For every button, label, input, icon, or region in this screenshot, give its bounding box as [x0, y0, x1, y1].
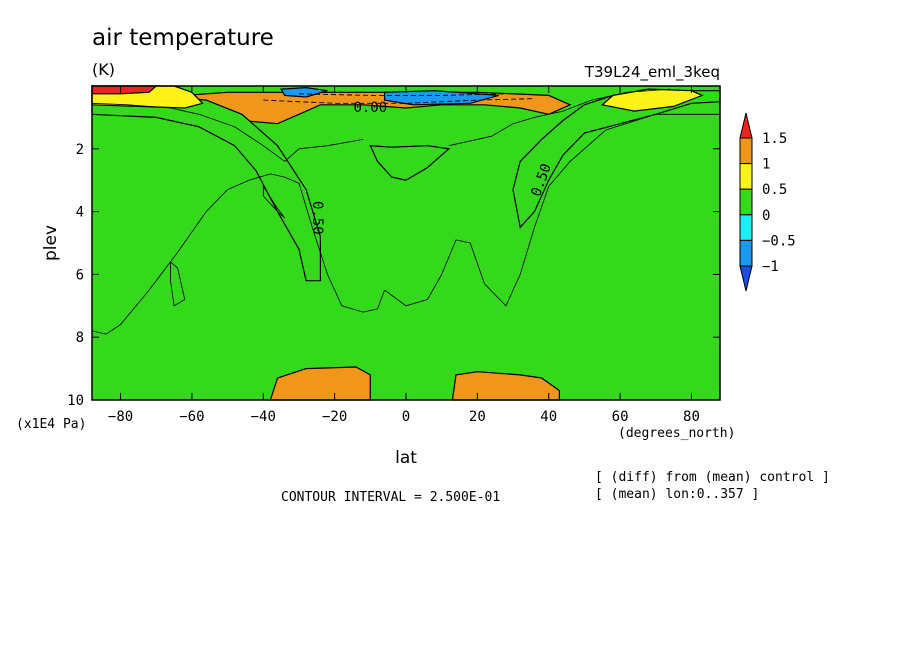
contour-line-0.75-south-loop	[262, 185, 286, 219]
plot-background	[92, 86, 720, 400]
contour-label: 0.50	[309, 201, 325, 235]
colorbar-level-label: 0	[762, 208, 770, 224]
colorbar-segment	[739, 239, 753, 267]
contour-line-0.25-south	[91, 173, 385, 335]
contour-line-0.25-center	[384, 113, 720, 307]
colorbar-level-label: −0.5	[762, 233, 796, 249]
y-axis-ticks: 2 4 6 8 10	[67, 142, 720, 409]
x-axis-ticks: −80 −60 −40 −20 0 20 40 60 80	[108, 86, 700, 425]
note-diff-from-control: [ (diff) from (mean) control ]	[595, 470, 830, 485]
region-blue-top-center	[384, 90, 499, 106]
chart-units: (K)	[92, 60, 115, 79]
colorbar-extend-top	[739, 112, 753, 139]
chart-title: air temperature	[92, 25, 274, 51]
x-tick-label: 80	[683, 409, 700, 425]
y-tick-label: 10	[67, 393, 84, 409]
colorbar-level-label: 1	[762, 157, 770, 173]
y-axis-label: plev	[41, 225, 61, 261]
x-axis-units: (degrees_north)	[618, 426, 735, 441]
region-red-south	[91, 85, 158, 95]
x-tick-label: −20	[322, 409, 347, 425]
x-tick-label: 40	[540, 409, 557, 425]
note-mean-lon: [ (mean) lon:0..357 ]	[595, 487, 759, 502]
contour-label: 0.00	[353, 100, 387, 116]
x-axis-label: lat	[395, 448, 417, 468]
contour-lines	[91, 88, 720, 335]
colorbar-segment	[739, 214, 753, 241]
colorbar-segment	[739, 188, 753, 216]
colorbar-level-label: 1.5	[762, 131, 787, 147]
contour-line-top-north	[448, 88, 671, 147]
region-yellow-equator	[369, 145, 451, 181]
colorbar-level-label: 0.5	[762, 182, 787, 198]
filled-contour-regions	[91, 85, 721, 401]
contour-line-0.25-west-loop	[170, 260, 186, 307]
contour-line-negative-2	[298, 93, 506, 96]
y-tick-label: 8	[76, 330, 84, 346]
y-tick-label: 6	[76, 267, 84, 283]
x-tick-label: 0	[402, 409, 410, 425]
colorbar: 1.5 1 0.5 0 −0.5 −1	[739, 112, 796, 292]
colorbar-segment	[739, 163, 753, 190]
experiment-label: T39L24_eml_3keq	[584, 63, 720, 82]
y-tick-label: 2	[76, 142, 84, 158]
colorbar-extend-bottom	[739, 265, 753, 292]
region-cyan-bottom-north	[451, 371, 560, 401]
y-axis-units: (x1E4 Pa)	[16, 417, 86, 432]
colorbar-segment	[739, 137, 753, 165]
colorbar-level-label: −1	[762, 259, 779, 275]
x-tick-label: −80	[108, 409, 133, 425]
contour-plot: 0.000.500.50 −80 −60 −40 −20 0 20 40 60 80 24681…	[67, 85, 721, 425]
x-tick-label: −60	[179, 409, 204, 425]
contour-line-negative-1	[263, 98, 535, 104]
x-tick-label: −40	[251, 409, 276, 425]
contour-line-top-south	[91, 102, 364, 162]
y-tick-label: 4	[76, 205, 84, 221]
x-tick-label: 60	[612, 409, 629, 425]
contour-interval-label: CONTOUR INTERVAL = 2.500E-01	[281, 490, 500, 505]
x-tick-label: 20	[469, 409, 486, 425]
